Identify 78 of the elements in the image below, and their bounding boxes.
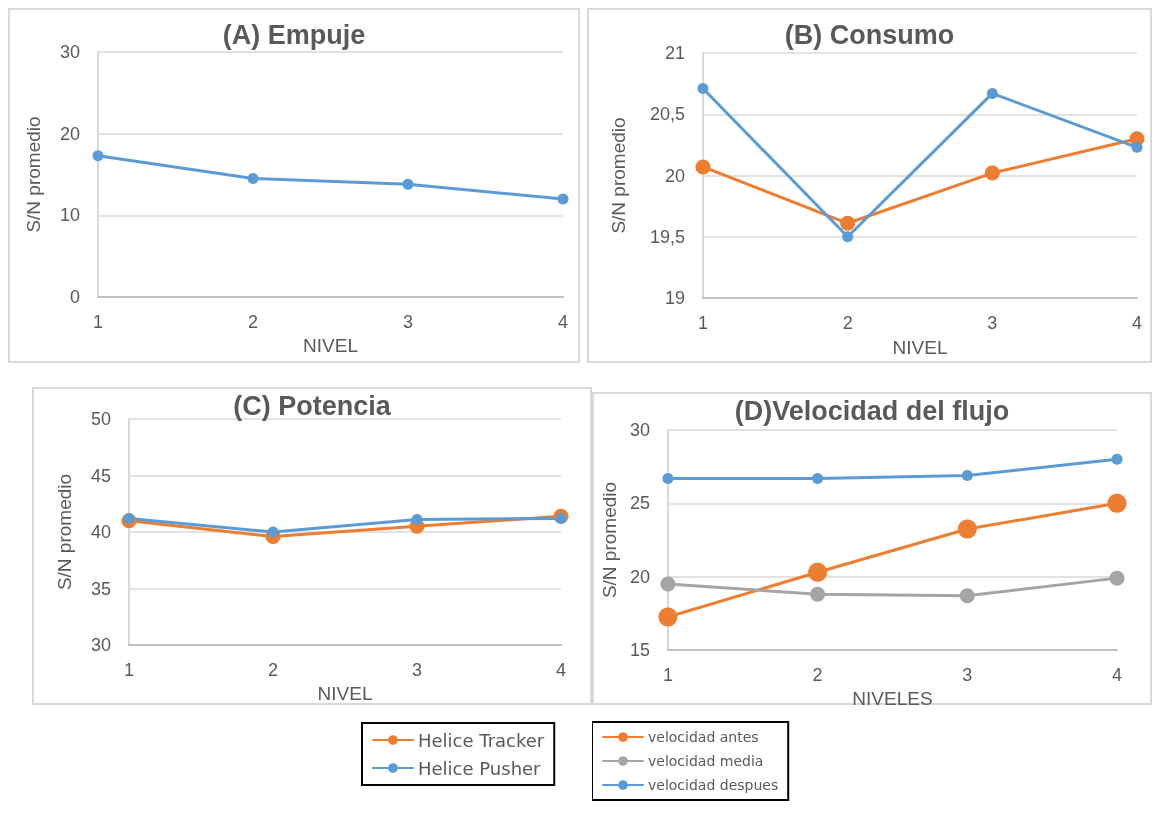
x-tick-label: 4 <box>1131 313 1143 333</box>
point <box>1111 453 1123 465</box>
x-tick-label: 4 <box>555 660 567 680</box>
y-tick-label: 45 <box>90 465 111 486</box>
point <box>984 165 1000 181</box>
y-axis-title: S/N promedio <box>54 473 75 591</box>
chart-title: (A) Empuje <box>222 19 366 50</box>
point <box>402 178 414 190</box>
point <box>959 588 975 604</box>
point <box>957 519 977 539</box>
point <box>660 576 676 592</box>
y-axis-title: S/N promedio <box>599 481 620 599</box>
y-tick-label: 19 <box>664 288 685 308</box>
x-tick-label: 3 <box>962 665 973 685</box>
y-tick-label: 20,5 <box>649 104 685 125</box>
y-tick-label: 20 <box>629 566 650 587</box>
legend-label: velocidad despues <box>648 777 779 793</box>
point <box>267 526 279 538</box>
point <box>961 469 973 481</box>
x-tick-label: 1 <box>697 313 709 333</box>
y-axis-title: S/N promedio <box>23 116 44 233</box>
x-tick-label: 3 <box>402 312 414 332</box>
point <box>1109 570 1125 586</box>
point <box>697 83 709 95</box>
chart-title: (B) Consumo <box>784 19 955 50</box>
x-tick-label: 2 <box>267 660 279 680</box>
point <box>123 512 135 524</box>
x-axis-title: NIVELES <box>852 687 933 709</box>
point <box>808 562 828 582</box>
x-tick-label: 1 <box>123 660 135 680</box>
x-tick-label: 1 <box>662 665 673 685</box>
point <box>695 159 711 175</box>
y-tick-label: 30 <box>59 42 80 62</box>
x-axis-title: NIVEL <box>892 337 948 358</box>
y-tick-label: 15 <box>629 640 650 660</box>
x-axis-title: NIVEL <box>317 682 373 704</box>
y-tick-label: 10 <box>59 205 80 226</box>
x-tick-label: 1 <box>92 312 104 332</box>
point <box>557 193 569 205</box>
point <box>842 231 854 243</box>
legend-label: velocidad media <box>648 753 764 769</box>
point <box>662 472 674 484</box>
x-axis-title: NIVEL <box>303 334 358 356</box>
point <box>411 514 423 526</box>
point <box>92 150 104 162</box>
legend-label: velocidad antes <box>648 729 759 745</box>
y-tick-label: 50 <box>90 409 111 429</box>
legend-label: Helice Pusher <box>418 757 542 779</box>
point <box>810 586 826 602</box>
x-tick-label: 3 <box>411 660 423 680</box>
y-tick-label: 20 <box>664 165 685 186</box>
point <box>840 215 856 231</box>
x-tick-label: 2 <box>247 312 259 332</box>
y-axis-title: S/N promedio <box>608 117 629 234</box>
y-tick-label: 30 <box>90 635 111 655</box>
y-tick-label: 40 <box>90 522 111 542</box>
y-tick-label: 21 <box>664 43 685 63</box>
point <box>1131 141 1143 153</box>
x-tick-label: 4 <box>1111 665 1123 685</box>
y-tick-label: 20 <box>59 123 80 144</box>
y-tick-label: 19,5 <box>649 226 685 247</box>
x-tick-label: 4 <box>557 312 569 332</box>
y-tick-label: 0 <box>69 287 80 307</box>
chart-title: (D)Velocidad del flujo <box>734 395 1010 426</box>
x-tick-label: 2 <box>842 313 853 333</box>
point <box>555 512 567 524</box>
point <box>812 472 824 484</box>
point <box>1107 493 1127 513</box>
y-tick-label: 25 <box>629 493 650 514</box>
point <box>247 173 259 185</box>
point <box>986 87 998 99</box>
point <box>658 607 678 627</box>
y-tick-label: 35 <box>90 578 111 599</box>
x-tick-label: 3 <box>987 313 998 333</box>
chart-title: (C) Potencia <box>233 390 392 421</box>
x-tick-label: 2 <box>812 665 823 685</box>
y-tick-label: 30 <box>629 420 650 440</box>
legend-label: Helice Tracker <box>418 729 545 751</box>
